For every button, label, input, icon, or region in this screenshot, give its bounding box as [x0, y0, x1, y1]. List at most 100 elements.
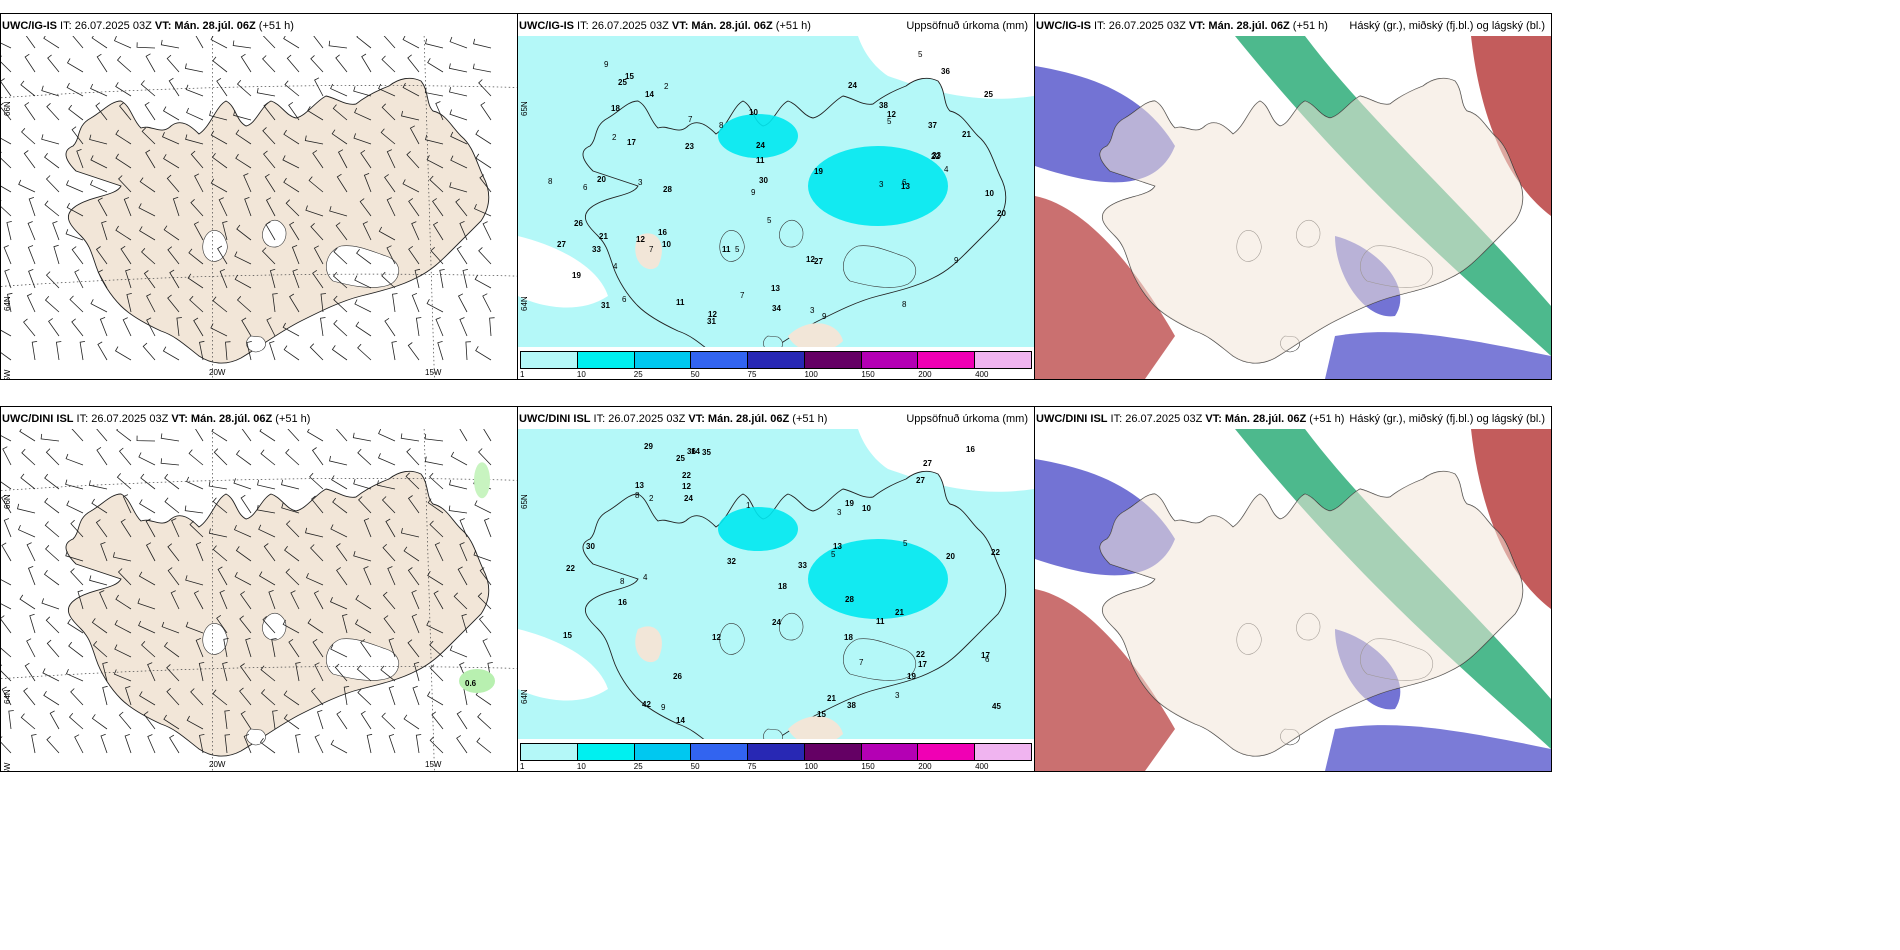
wind-barb [434, 542, 444, 562]
model-name: UWC/IG-IS [2, 20, 57, 32]
wind-barb [117, 568, 132, 586]
wind-barb [427, 498, 444, 514]
precip-value: 7 [649, 245, 654, 254]
wind-barb [331, 129, 348, 145]
precip-value: 3 [895, 691, 900, 700]
field-title: Uppsöfnuð úrkoma (mm) [906, 20, 1028, 32]
wind-barb [44, 152, 60, 169]
wind-barb [189, 295, 204, 313]
wind-barb [161, 132, 180, 145]
colorbar-tick-label: 1 [520, 370, 525, 379]
precip-value: 35 [702, 448, 711, 457]
wind-barb [456, 710, 468, 730]
wind-barb [29, 613, 36, 634]
wind-barb [113, 36, 132, 49]
wind-barb [258, 524, 276, 538]
precip-value: 17 [981, 651, 990, 660]
precip-value: 42 [642, 700, 651, 709]
latitude-label: 65N [520, 101, 529, 116]
wind-barb [305, 527, 324, 538]
precip-value: 15 [563, 631, 572, 640]
wind-barb [113, 669, 132, 682]
wind-barb [363, 173, 372, 193]
wind-barb [212, 497, 228, 514]
wind-barb [71, 246, 84, 265]
wind-barb [24, 662, 36, 682]
valid-time: VT: Mán. 28.júl. 06Z [154, 20, 256, 32]
precip-value: 33 [592, 245, 601, 254]
wind-barb [101, 220, 108, 241]
glacier-outline [262, 612, 287, 641]
wind-barb [353, 550, 372, 562]
colorbar-cell [521, 352, 578, 368]
precip-value: 28 [663, 185, 672, 194]
wind-barb [355, 594, 372, 610]
wind-barb [100, 733, 108, 754]
wind-barb [243, 173, 252, 193]
wind-barb [1, 641, 12, 658]
precip-value: 21 [895, 608, 904, 617]
no-precip-land [635, 626, 662, 663]
precip-value: 21 [827, 694, 836, 703]
wind-barb [353, 478, 372, 490]
wind-barb [124, 686, 132, 706]
wind-barb [164, 473, 180, 490]
wind-barb [272, 293, 278, 313]
wind-barb [455, 198, 468, 217]
init-time: IT: 26.07.2025 03Z [1107, 413, 1206, 425]
wind-barb [449, 87, 468, 97]
wind-barb [282, 155, 300, 169]
latitude-line [1, 666, 517, 680]
wind-barb [483, 518, 492, 538]
wind-barb [295, 662, 301, 682]
wind-barb [166, 664, 180, 682]
wind-barb [1, 102, 12, 121]
precip-value: 32 [727, 557, 736, 566]
wind-barb [17, 503, 36, 514]
map-canvas: 0.6 [1, 429, 517, 771]
wind-barb [239, 615, 252, 634]
init-time: IT: 26.07.2025 03Z [1091, 20, 1189, 32]
precip-value: 17 [918, 660, 927, 669]
wind-barb [218, 197, 228, 217]
valid-time: VT: Mán. 28.júl. 06Z [171, 413, 273, 425]
wind-barb [387, 566, 396, 586]
precip-value: 12 [636, 235, 645, 244]
wind-barb [141, 248, 156, 265]
wind-barb [283, 129, 300, 145]
wind-barb [415, 734, 422, 754]
valid-time: VT: Mán. 28.júl. 06Z [688, 413, 790, 425]
wind-barb [358, 496, 372, 514]
precip-value: 28 [845, 595, 854, 604]
longitude-label: 20W [209, 760, 226, 769]
wind-barb [310, 223, 324, 241]
wind-barb [475, 346, 492, 361]
wind-barb [138, 452, 156, 466]
wind-barb [239, 663, 252, 682]
dry-area [518, 629, 608, 701]
wind-barb [402, 82, 420, 97]
wind-barb [114, 620, 132, 634]
wind-barb [283, 177, 300, 193]
wind-barb [65, 180, 84, 193]
wind-barb [199, 734, 205, 754]
precip-value: 11 [756, 156, 765, 165]
init-time: IT: 26.07.2025 03Z [73, 413, 172, 425]
init-time: IT: 26.07.2025 03Z [590, 413, 689, 425]
wind-barb [475, 129, 492, 145]
latitude-label: 64N [3, 296, 12, 311]
wind-barb [115, 82, 132, 97]
wind-barb [412, 685, 420, 706]
wind-barb [459, 429, 468, 442]
wind-barb [459, 317, 468, 337]
low-cloud-area [1035, 196, 1175, 379]
wind-barb [456, 735, 468, 754]
panel-header: UWC/DINI ISL IT: 26.07.2025 03Z VT: Mán.… [519, 410, 1030, 428]
dry-area [518, 236, 608, 308]
wind-barb [426, 620, 444, 634]
precip-value: 33 [798, 561, 807, 570]
precip-value: 21 [599, 232, 608, 241]
wind-barb [312, 638, 324, 658]
wind-barb [392, 293, 398, 313]
wind-barb [233, 110, 252, 121]
